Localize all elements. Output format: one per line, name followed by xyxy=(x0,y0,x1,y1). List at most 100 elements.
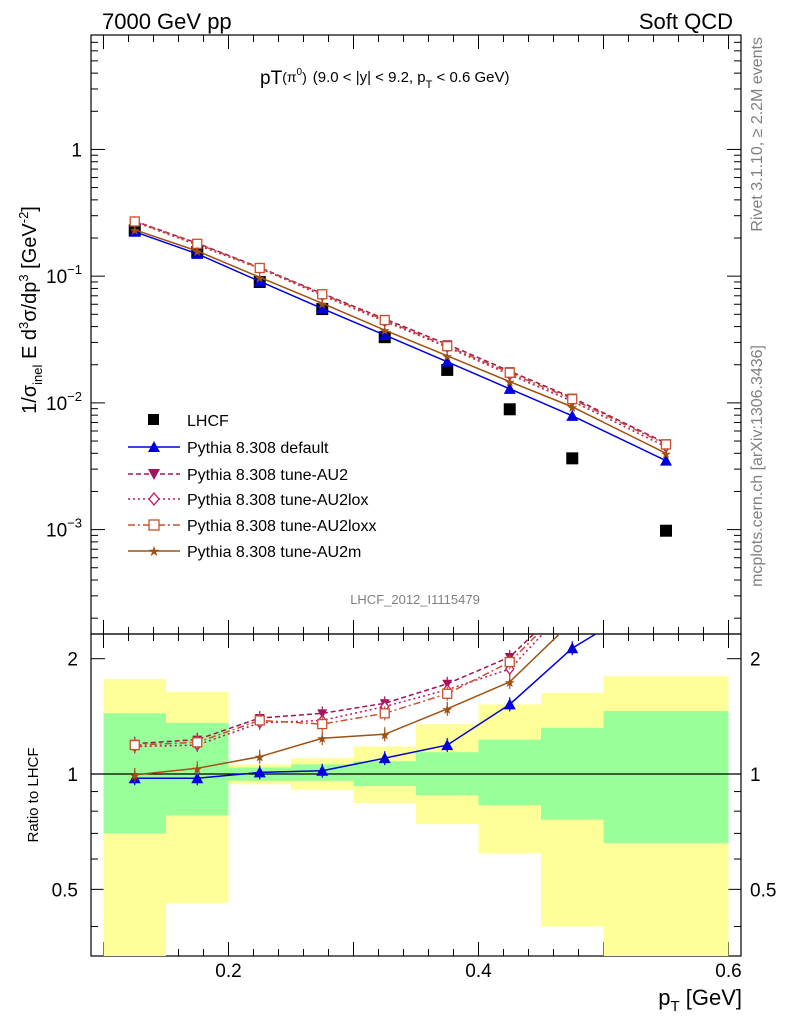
legend-label-au2m: Pythia 8.308 tune-AU2m xyxy=(187,544,361,561)
legend-label-lhcf: LHCF xyxy=(187,413,229,430)
ratio-point-default-1 xyxy=(191,772,204,784)
ratio-point-au2loxx-2 xyxy=(254,715,265,726)
ratio-point-au2m-3: ★ xyxy=(316,732,328,747)
mcplots-info: mcplots.cern.ch [arXiv:1306.3436] xyxy=(749,345,766,587)
main-point-au2loxx-4 xyxy=(379,314,390,326)
legend-label-au2loxx: Pythia 8.308 tune-AU2loxx xyxy=(187,518,376,535)
main-point-au2loxx-8 xyxy=(660,439,672,450)
main-point-data-7 xyxy=(566,452,579,465)
main-point-au2m-7: ★ xyxy=(566,401,578,416)
ratio-point-default-5 xyxy=(441,739,454,751)
ratio-point-au2loxx-0 xyxy=(129,739,140,751)
main-point-au2loxx-5 xyxy=(442,341,453,352)
main-point-au2m-6: ★ xyxy=(504,376,516,391)
main-line-au2lox xyxy=(134,221,667,448)
legend-marker-au2lox xyxy=(148,491,160,507)
x-axis-label: pT [GeV] xyxy=(658,985,742,1015)
main-line-au2m xyxy=(134,229,667,454)
ratio-line-au2 xyxy=(134,634,535,745)
main-point-au2loxx-7 xyxy=(567,394,578,405)
legend-marker-default xyxy=(148,441,160,452)
xtick-label-0: 0.2 xyxy=(215,961,241,982)
legend-label-au2lox: Pythia 8.308 tune-AU2lox xyxy=(187,492,368,509)
main-point-au2m-8: ★ xyxy=(660,447,672,462)
analysis-watermark: LHCF_2012_I1115479 xyxy=(350,592,480,607)
ratio-point-au2m-0: ★ xyxy=(129,769,141,784)
header-right: Soft QCD xyxy=(639,9,733,34)
main-point-au2m-0: ★ xyxy=(129,224,141,239)
ratio-band-inner-8 xyxy=(603,711,729,844)
main-point-au2m-1: ★ xyxy=(191,245,203,260)
main-point-au2loxx-3 xyxy=(317,289,328,300)
main-point-au2m-2: ★ xyxy=(254,271,266,286)
main-ytick-label-3: 10−3 xyxy=(46,516,82,542)
main-point-data-5 xyxy=(441,363,454,376)
ratio-point-default-3 xyxy=(316,764,329,776)
main-point-default-0 xyxy=(128,225,141,237)
ratio-point-au2loxx-6 xyxy=(504,656,515,668)
ratio-point-au2m-2: ★ xyxy=(254,751,266,766)
ratio-point-au2loxx-4 xyxy=(379,708,390,719)
ratio-ytick-label-left-2: 2 xyxy=(67,650,78,671)
main-y-label: 1/σinel E d3σ/dp3 [GeV-2] xyxy=(16,206,45,414)
main-point-default-7 xyxy=(566,409,579,421)
main-point-default-2 xyxy=(253,275,266,287)
ratio-point-au2loxx-1 xyxy=(192,737,203,748)
ratio-point-au2loxx-5 xyxy=(442,688,453,699)
plot-title: pT(π0) (9.0 < |y| < 9.2, pT < 0.6 GeV) xyxy=(260,67,509,91)
axes-frames: 1 10−1 10−2 10−3 0.5 0.5 1 1 2 2 0.2 0.4 0.6 xyxy=(46,34,776,982)
xtick-label-2: 0.6 xyxy=(715,961,741,982)
main-point-au2loxx-1 xyxy=(192,238,203,249)
legend-item-au2loxx: Pythia 8.308 tune-AU2loxx xyxy=(128,518,376,535)
main-line-au2 xyxy=(134,220,667,444)
main-point-default-6 xyxy=(503,382,516,394)
main-point-au2loxx-2 xyxy=(254,262,265,274)
main-point-au2m-4: ★ xyxy=(379,324,391,339)
ratio-y-label: Ratio to LHCF xyxy=(25,747,42,842)
main-line-au2loxx xyxy=(134,220,667,446)
legend-item-au2lox: Pythia 8.308 tune-AU2lox xyxy=(128,491,368,509)
ratio-plot: ★ ★ ★ ★ ★ ★ ★ xyxy=(91,634,741,956)
legend-item-au2: Pythia 8.308 tune-AU2 xyxy=(128,467,348,484)
main-point-au2loxx-0 xyxy=(129,216,140,227)
ratio-point-au2m-4: ★ xyxy=(379,728,391,743)
ratio-point-default-7 xyxy=(566,642,579,654)
ratio-point-default-6 xyxy=(503,698,516,710)
main-point-data-6 xyxy=(503,403,516,416)
main-point-au2m-5: ★ xyxy=(441,350,453,365)
main-point-default-8 xyxy=(660,454,672,466)
legend-item-lhcf: LHCF xyxy=(148,413,229,430)
ratio-point-default-2 xyxy=(253,766,266,778)
ratio-ytick-label-left-1: 1 xyxy=(67,765,78,786)
ratio-point-default-4 xyxy=(378,752,391,764)
main-ytick-label-0: 1 xyxy=(71,140,82,161)
legend: LHCF Pythia 8.308 default Pythia 8.308 t… xyxy=(128,413,376,561)
ratio-ytick-label-right-0: 0.5 xyxy=(750,880,776,901)
ratio-band-inner-6 xyxy=(478,739,541,806)
main-ytick-label-2: 10−2 xyxy=(46,389,82,415)
main-plot: ★ ★ ★ ★ ★ ★ ★ ★ ★ 1 10−1 10−2 10−3 0.5 0.5 1 1 2 2 0.2 0.4 0.… xyxy=(46,34,776,982)
main-point-default-1 xyxy=(191,247,204,259)
xtick-label-1: 0.4 xyxy=(465,961,492,982)
legend-label-au2: Pythia 8.308 tune-AU2 xyxy=(187,467,348,484)
ratio-frame xyxy=(90,633,742,957)
legend-marker-au2 xyxy=(148,469,160,480)
legend-marker-lhcf xyxy=(148,414,159,425)
ratio-series-group: ★ ★ ★ ★ ★ ★ ★ xyxy=(128,634,598,786)
main-point-data-8 xyxy=(660,524,672,537)
main-point-default-3 xyxy=(316,302,329,314)
ratio-ytick-label-right-2: 2 xyxy=(750,650,761,671)
legend-label-default: Pythia 8.308 default xyxy=(187,440,329,457)
legend-item-default: Pythia 8.308 default xyxy=(128,440,329,457)
legend-marker-au2m: ★ xyxy=(148,544,161,560)
ratio-ytick-label-right-1: 1 xyxy=(750,765,761,786)
ratio-ytick-label-left-0: 0.5 xyxy=(52,880,78,901)
ratio-point-au2m-6: ★ xyxy=(504,676,516,691)
main-point-default-4 xyxy=(378,329,391,341)
legend-item-au2m: ★ Pythia 8.308 tune-AU2m xyxy=(128,544,361,561)
ratio-point-au2loxx-3 xyxy=(317,718,328,730)
ratio-point-au2m-1: ★ xyxy=(191,762,203,777)
main-ytick-label-1: 10−1 xyxy=(46,262,82,288)
legend-marker-au2loxx xyxy=(148,519,160,531)
